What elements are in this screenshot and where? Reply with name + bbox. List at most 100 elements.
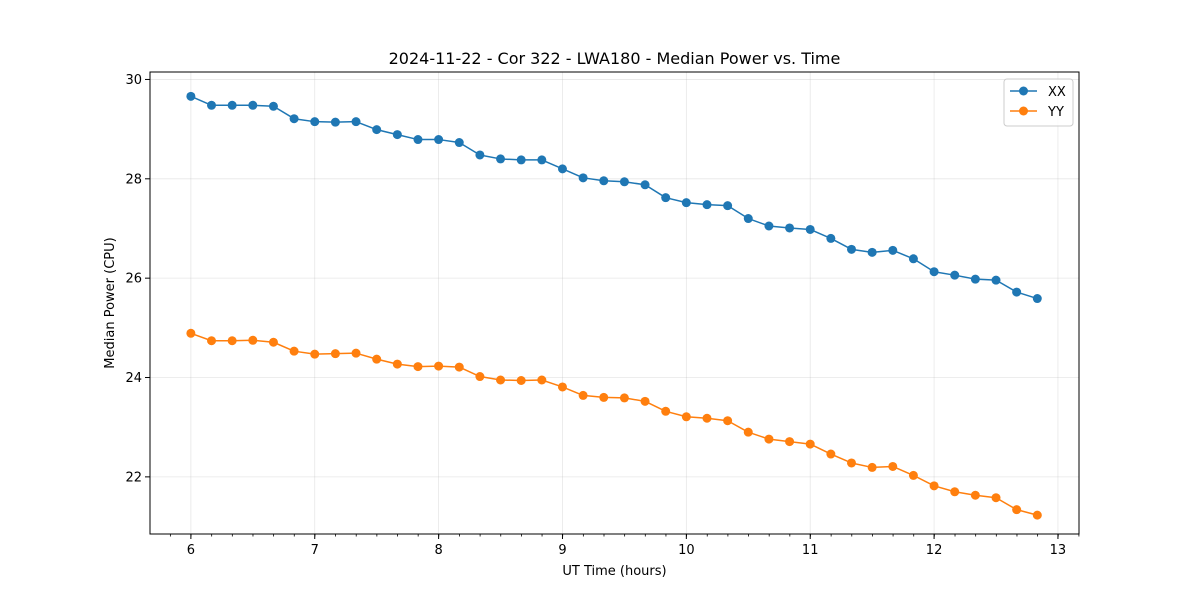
data-point-xx xyxy=(991,275,1001,285)
data-point-yy xyxy=(743,427,753,437)
data-point-yy xyxy=(970,490,980,500)
data-point-xx xyxy=(785,223,795,233)
data-point-yy xyxy=(991,493,1001,503)
data-point-xx xyxy=(950,270,960,280)
data-point-xx xyxy=(310,117,320,127)
data-point-xx xyxy=(413,135,423,145)
data-point-yy xyxy=(826,449,836,459)
data-point-yy xyxy=(207,336,217,346)
y-tick-label: 24 xyxy=(125,371,142,386)
y-tick-label: 28 xyxy=(125,172,142,187)
x-tick-label: 11 xyxy=(802,543,819,558)
data-point-xx xyxy=(1032,294,1042,304)
x-tick-label: 9 xyxy=(558,543,566,558)
x-tick-label: 13 xyxy=(1050,543,1067,558)
data-point-xx xyxy=(661,193,671,203)
data-point-yy xyxy=(619,393,629,403)
data-point-yy xyxy=(496,375,506,385)
data-point-yy xyxy=(702,413,712,423)
data-point-xx xyxy=(227,100,237,110)
y-axis: 22 24 26 28 30 xyxy=(125,73,150,485)
data-point-xx xyxy=(640,180,650,190)
data-point-xx xyxy=(970,274,980,284)
data-point-xx xyxy=(248,100,258,110)
y-tick-label: 22 xyxy=(125,470,142,485)
chart-title: 2024-11-22 - Cor 322 - LWA180 - Median P… xyxy=(389,49,841,68)
legend-label-xx: XX xyxy=(1048,85,1066,100)
data-point-yy xyxy=(846,458,856,468)
data-point-yy xyxy=(434,361,444,371)
data-point-yy xyxy=(392,359,402,369)
data-point-xx xyxy=(186,91,196,101)
x-tick-label: 12 xyxy=(926,543,943,558)
x-axis: 6 7 8 9 10 11 12 13 xyxy=(169,534,1080,558)
data-point-xx xyxy=(764,221,774,231)
x-tick-label: 6 xyxy=(187,543,195,558)
legend: XX YY xyxy=(1003,78,1074,127)
data-point-yy xyxy=(248,335,258,345)
data-point-yy xyxy=(186,328,196,338)
data-point-yy xyxy=(764,434,774,444)
data-point-yy xyxy=(950,487,960,497)
plot-frame xyxy=(149,71,1080,535)
data-point-yy xyxy=(1012,505,1022,515)
data-point-xx xyxy=(578,173,588,183)
data-point-yy xyxy=(599,392,609,402)
legend-label-yy: YY xyxy=(1047,105,1064,120)
data-point-yy xyxy=(867,462,877,472)
data-point-yy xyxy=(330,349,340,359)
x-tick-label: 10 xyxy=(678,543,695,558)
y-tick-label: 26 xyxy=(125,272,142,287)
data-point-yy xyxy=(351,348,361,358)
data-point-yy xyxy=(640,396,650,406)
data-point-xx xyxy=(351,117,361,127)
data-point-yy xyxy=(578,390,588,400)
data-point-yy xyxy=(454,362,464,372)
data-point-yy xyxy=(227,336,237,346)
data-point-yy xyxy=(805,439,815,449)
legend-marker-xx xyxy=(1019,86,1028,96)
data-point-xx xyxy=(289,114,299,124)
data-point-yy xyxy=(557,382,567,392)
data-point-yy xyxy=(310,349,320,359)
y-axis-label: Median Power (CPU) xyxy=(103,237,118,368)
data-point-xx xyxy=(475,150,485,160)
data-point-xx xyxy=(1012,287,1022,297)
data-point-xx xyxy=(867,247,877,257)
data-point-xx xyxy=(599,176,609,186)
data-point-xx xyxy=(537,155,547,165)
x-axis-label: UT Time (hours) xyxy=(562,564,666,579)
data-point-xx xyxy=(888,245,898,255)
data-point-yy xyxy=(475,372,485,382)
data-point-xx xyxy=(681,198,691,208)
data-point-xx xyxy=(268,101,278,111)
data-point-xx xyxy=(723,201,733,211)
data-point-yy xyxy=(372,354,382,364)
y-tick-label: 30 xyxy=(125,73,142,88)
data-point-xx xyxy=(929,267,939,277)
data-point-yy xyxy=(537,375,547,385)
data-point-yy xyxy=(268,337,278,347)
data-point-xx xyxy=(372,125,382,135)
data-point-yy xyxy=(661,406,671,416)
data-point-xx xyxy=(516,155,526,165)
data-point-xx xyxy=(743,214,753,224)
data-point-yy xyxy=(785,437,795,447)
data-point-yy xyxy=(413,362,423,372)
x-tick-label: 8 xyxy=(434,543,442,558)
data-point-xx xyxy=(207,100,217,110)
data-point-xx xyxy=(434,135,444,145)
data-point-xx xyxy=(557,164,567,174)
data-point-xx xyxy=(330,117,340,127)
data-point-yy xyxy=(929,481,939,491)
data-point-xx xyxy=(454,138,464,148)
data-point-xx xyxy=(908,254,918,264)
data-point-xx xyxy=(392,130,402,140)
grid xyxy=(150,72,1079,534)
data-point-xx xyxy=(805,224,815,234)
data-point-xx xyxy=(846,244,856,254)
data-point-xx xyxy=(496,154,506,164)
x-tick-label: 7 xyxy=(311,543,319,558)
data-point-yy xyxy=(516,375,526,385)
